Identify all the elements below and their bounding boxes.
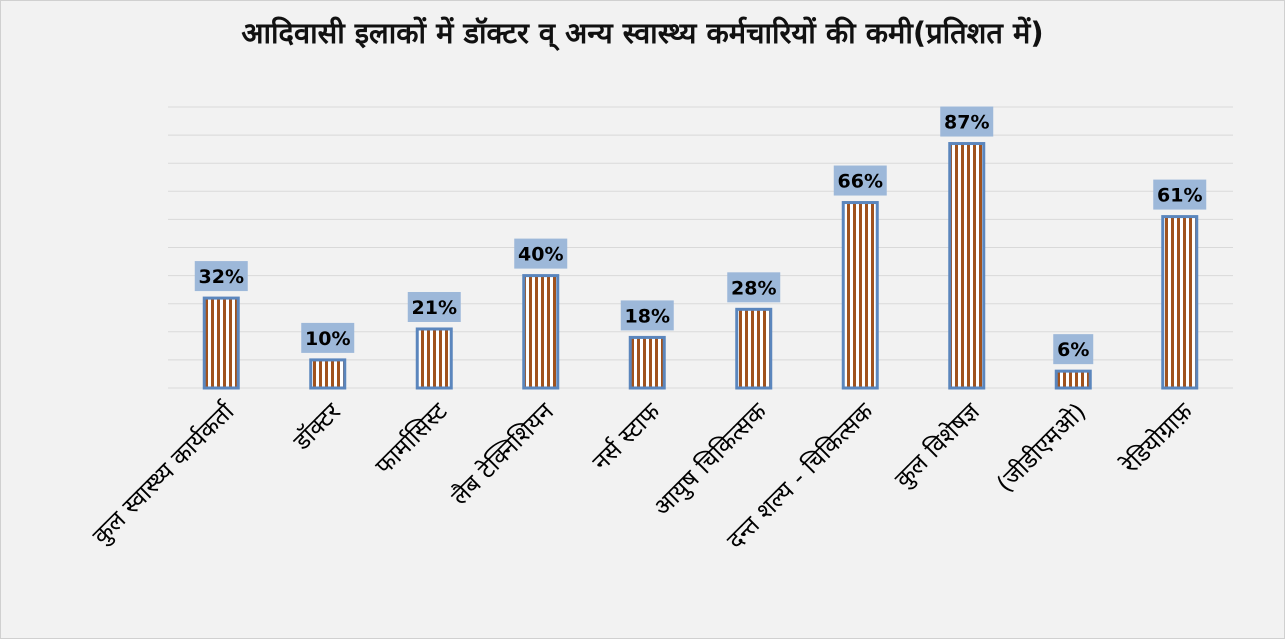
bar — [735, 307, 773, 390]
chart-title: आदिवासी इलाकों में डॉक्टर व् अन्य स्वास्… — [241, 16, 1044, 50]
category-label: लैब टेक्निशियन — [446, 397, 560, 511]
category-label: कुल स्वास्थ्य कार्यकर्ता — [87, 397, 241, 551]
bar — [1161, 215, 1199, 390]
data-label-background — [727, 272, 781, 303]
data-label-background — [194, 261, 248, 292]
data-label: 18% — [625, 305, 670, 327]
data-label-background — [833, 165, 887, 196]
category-label: फार्मासिस्ट — [370, 397, 453, 480]
category-label: (जीडीएमओ) — [991, 397, 1091, 497]
bar — [309, 358, 347, 390]
category-label: कुल विशेषज्ञ — [889, 397, 986, 494]
data-label: 32% — [199, 266, 244, 288]
data-label-background — [514, 238, 568, 269]
bar — [522, 274, 560, 390]
bar — [841, 201, 879, 390]
bars — [202, 142, 1199, 390]
bar — [948, 142, 986, 390]
category-label: नर्स स्टाफ — [587, 397, 666, 476]
bar — [202, 296, 240, 390]
data-label-background — [1053, 334, 1094, 365]
data-label: 21% — [412, 297, 457, 319]
data-label: 28% — [731, 277, 776, 299]
category-label: रेडियोग्राफ़ — [1115, 397, 1198, 480]
data-label-background — [301, 322, 355, 353]
data-label-background — [620, 300, 674, 331]
category-labels: कुल स्वास्थ्य कार्यकर्ता डॉक्टर फार्मासिस्… — [87, 397, 1198, 555]
category-label: डॉक्टर — [287, 397, 347, 457]
bar — [415, 327, 453, 390]
data-label: 10% — [305, 328, 350, 350]
bar — [628, 335, 666, 390]
data-label: 40% — [518, 244, 563, 266]
data-label: 6% — [1057, 339, 1089, 361]
data-label-background — [407, 291, 461, 322]
data-label-background — [1153, 179, 1207, 210]
data-label-background — [940, 106, 994, 137]
data-label: 66% — [838, 171, 883, 193]
data-labels: 32% 10% 21% 40% 18% 28% 66% 87% 6% 61% — [194, 106, 1207, 365]
bar — [1054, 369, 1092, 390]
data-label: 87% — [944, 112, 989, 134]
data-label: 61% — [1157, 185, 1202, 207]
